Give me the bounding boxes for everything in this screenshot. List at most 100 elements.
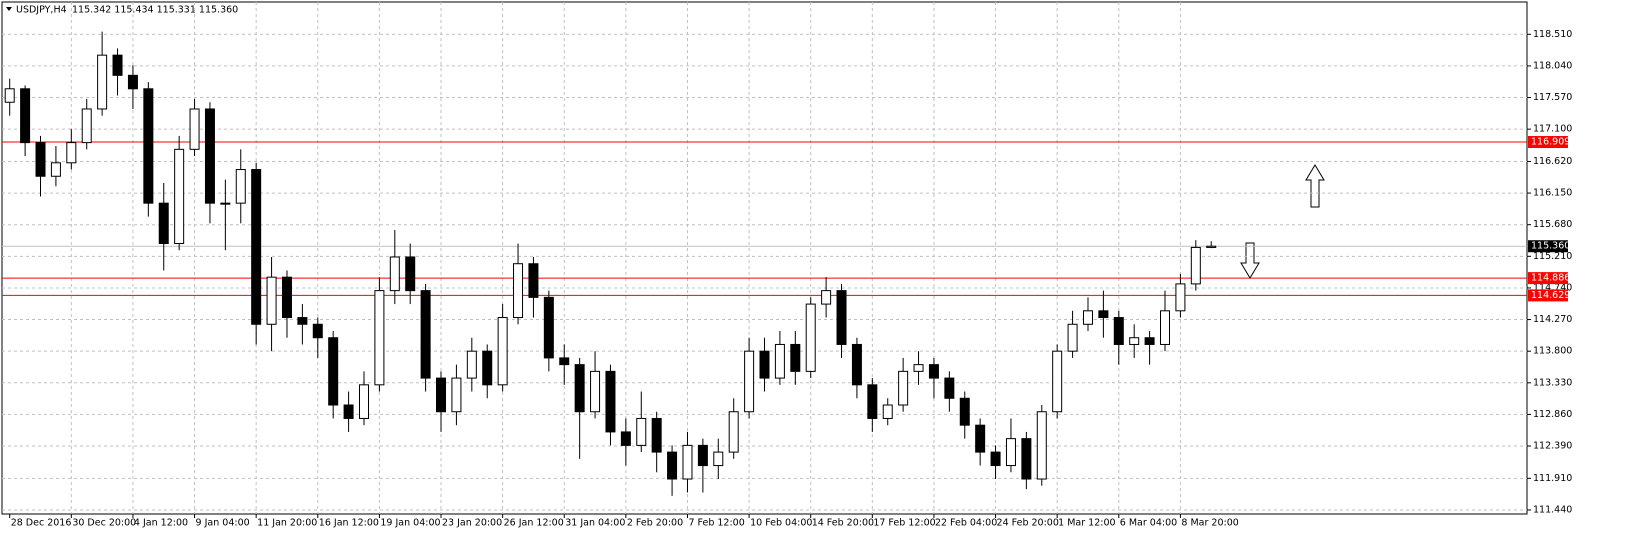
down-arrow bbox=[1240, 242, 1260, 279]
candle-body bbox=[836, 290, 847, 345]
candle-body bbox=[174, 148, 185, 245]
candle-body bbox=[220, 202, 231, 205]
candle-body bbox=[312, 323, 323, 339]
x-tick-label: 16 Jan 12:00 bbox=[319, 518, 379, 529]
y-tick-label: 112.390 bbox=[1533, 441, 1572, 452]
candle-body bbox=[112, 54, 123, 76]
candle-body bbox=[127, 74, 138, 90]
x-tick-label: 24 Feb 20:00 bbox=[997, 518, 1059, 529]
candle-body bbox=[436, 377, 447, 413]
candle-body bbox=[1052, 350, 1063, 413]
candle-body bbox=[297, 317, 308, 325]
candle-body bbox=[235, 169, 246, 204]
candle-body bbox=[882, 404, 893, 419]
ohlc-info: 115.342 115.434 115.331 115.360 bbox=[72, 5, 238, 16]
candle-body bbox=[1129, 337, 1140, 345]
candle-body bbox=[1098, 310, 1109, 319]
candle-body bbox=[543, 296, 554, 359]
candle-body bbox=[251, 169, 262, 325]
candle-body bbox=[1175, 283, 1186, 312]
x-tick-label: 19 Jan 04:00 bbox=[380, 518, 440, 529]
y-tick-label: 111.440 bbox=[1533, 504, 1572, 515]
level-tag bbox=[1528, 289, 1568, 302]
y-tick-label: 116.150 bbox=[1533, 188, 1572, 199]
candle-body bbox=[266, 276, 277, 325]
candle-body bbox=[405, 256, 416, 292]
x-tick-label: 8 Mar 20:00 bbox=[1181, 518, 1238, 529]
candle-body bbox=[420, 290, 431, 379]
candle-body bbox=[1144, 337, 1155, 345]
level-label: 115.360 bbox=[1531, 241, 1570, 252]
x-tick-label: 1 Mar 12:00 bbox=[1058, 518, 1115, 529]
candle-body bbox=[1206, 245, 1217, 248]
candle-body bbox=[81, 108, 92, 144]
candle-body bbox=[944, 377, 955, 399]
candle-body bbox=[913, 364, 924, 372]
candle-body bbox=[805, 303, 816, 372]
y-tick-label: 111.910 bbox=[1533, 473, 1572, 484]
y-tick-label: 114.740 bbox=[1533, 282, 1572, 293]
x-tick-label: 6 Mar 04:00 bbox=[1120, 518, 1177, 529]
candle-body bbox=[158, 202, 169, 245]
candle-body bbox=[605, 370, 616, 433]
y-tick-label: 117.570 bbox=[1533, 92, 1572, 103]
candle-body bbox=[528, 263, 539, 298]
candle-body bbox=[358, 384, 369, 419]
candle-body bbox=[497, 317, 508, 386]
x-tick-label: 31 Jan 04:00 bbox=[565, 518, 625, 529]
candle-body bbox=[898, 370, 909, 406]
candle-body bbox=[790, 343, 801, 372]
candle-body bbox=[636, 417, 647, 446]
candle-body bbox=[1067, 323, 1078, 352]
level-tag bbox=[1528, 136, 1568, 149]
x-tick-label: 17 Feb 12:00 bbox=[873, 518, 935, 529]
x-tick-label: 11 Jan 20:00 bbox=[257, 518, 317, 529]
candle-body bbox=[1005, 438, 1016, 467]
candle-body bbox=[1036, 411, 1047, 480]
candle-body bbox=[851, 343, 862, 386]
candle-body bbox=[4, 88, 15, 103]
x-tick-label: 7 Feb 12:00 bbox=[688, 518, 744, 529]
candle-body bbox=[990, 451, 1001, 467]
candle-body bbox=[1190, 246, 1201, 285]
candle-body bbox=[713, 451, 724, 467]
menu-icon[interactable] bbox=[6, 7, 12, 11]
candle-body bbox=[559, 357, 570, 366]
candle-body bbox=[281, 276, 292, 319]
y-tick-label: 113.330 bbox=[1533, 377, 1572, 388]
y-tick-label: 116.620 bbox=[1533, 156, 1572, 167]
x-tick-label: 23 Jan 20:00 bbox=[442, 518, 502, 529]
level-label: 114.629 bbox=[1531, 290, 1570, 301]
candle-body bbox=[97, 54, 108, 110]
candle-body bbox=[389, 256, 400, 292]
candle-body bbox=[35, 142, 46, 177]
level-label: 114.886 bbox=[1531, 273, 1570, 284]
candle-body bbox=[482, 350, 493, 386]
y-tick-label: 114.270 bbox=[1533, 314, 1572, 325]
x-tick-label: 26 Jan 12:00 bbox=[504, 518, 564, 529]
candle-body bbox=[1082, 310, 1093, 325]
y-tick-label: 118.040 bbox=[1533, 60, 1572, 71]
x-tick-label: 10 Feb 04:00 bbox=[750, 518, 812, 529]
candle-body bbox=[1113, 317, 1124, 345]
up-arrow bbox=[1305, 164, 1325, 208]
x-tick-label: 30 Dec 20:00 bbox=[72, 518, 136, 529]
candle-body bbox=[667, 451, 678, 480]
candle-body bbox=[774, 343, 785, 379]
level-tag bbox=[1528, 240, 1568, 253]
x-tick-label: 4 Jan 12:00 bbox=[134, 518, 188, 529]
candle-body bbox=[50, 162, 61, 177]
candle-body bbox=[867, 384, 878, 419]
candle-body bbox=[574, 364, 585, 413]
y-tick-label: 117.100 bbox=[1533, 124, 1572, 135]
candle-body bbox=[728, 411, 739, 453]
x-tick-label: 9 Jan 04:00 bbox=[196, 518, 250, 529]
candle-body bbox=[1021, 438, 1032, 480]
x-tick-label: 28 Dec 2016 bbox=[11, 518, 72, 529]
y-tick-label: 115.210 bbox=[1533, 251, 1572, 262]
y-tick-label: 118.510 bbox=[1533, 29, 1572, 40]
candle-body bbox=[466, 350, 477, 379]
candle-body bbox=[651, 417, 662, 453]
symbol-title: USDJPY,H4 bbox=[16, 5, 67, 16]
